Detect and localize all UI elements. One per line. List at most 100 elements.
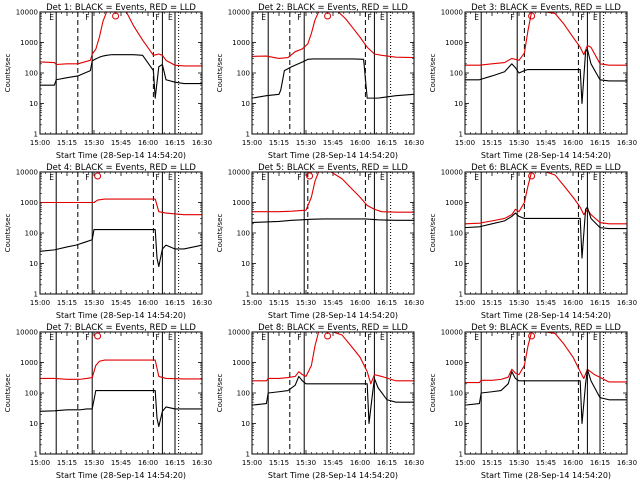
- x-tick-label: 15:45: [323, 459, 343, 467]
- x-tick-label: 16:00: [138, 299, 158, 307]
- flag-label: E: [474, 173, 479, 182]
- y-tick-label: 10000: [228, 9, 250, 17]
- flag-label: E: [168, 173, 173, 182]
- x-tick-label: 16:00: [350, 139, 370, 147]
- x-tick-label: 15:15: [57, 459, 77, 467]
- panel-title: Det 1: BLACK = Events, RED = LLD: [46, 3, 196, 13]
- flag-label: E: [474, 333, 479, 342]
- detector-panel-5: Det 5: BLACK = Events, RED = LLD Counts/s…: [216, 163, 424, 320]
- y-tick-label: 1000: [232, 39, 250, 47]
- x-tick-label: 16:15: [590, 459, 610, 467]
- lld-series-line: [252, 12, 414, 59]
- y-tick-label: 1000: [232, 199, 250, 207]
- x-tick-label: 15:30: [84, 139, 104, 147]
- x-tick-label: 15:00: [242, 459, 262, 467]
- sun-marker-circle: [112, 12, 120, 20]
- y-axis-label: Counts/sec: [4, 54, 12, 93]
- lld-series-line: [252, 172, 414, 213]
- panel-title: Det 6: BLACK = Events, RED = LLD: [471, 163, 621, 173]
- x-tick-label: 15:45: [323, 299, 343, 307]
- y-tick-label: 100: [237, 390, 250, 398]
- flag-label: E: [380, 173, 385, 182]
- lld-series-line: [40, 359, 202, 380]
- flag-label: E: [380, 13, 385, 22]
- y-tick-label: 100: [25, 390, 38, 398]
- x-tick-label: 15:45: [536, 299, 556, 307]
- flag-label: F: [367, 13, 371, 22]
- flag-label: F: [297, 333, 301, 342]
- sun-marker-circle: [94, 172, 102, 180]
- y-tick-label: 100: [25, 70, 38, 78]
- x-tick-label: 15:00: [30, 459, 50, 467]
- x-tick-label: 16:00: [563, 139, 583, 147]
- flag-label: F: [367, 173, 371, 182]
- x-tick-label: 15:00: [455, 139, 475, 147]
- x-axis-label: Start Time (28-Sep-14 14:54:20): [56, 471, 186, 480]
- x-tick-label: 16:30: [404, 459, 424, 467]
- flag-label: E: [261, 173, 266, 182]
- y-tick-label: 10000: [228, 329, 250, 337]
- x-tick-label: 15:30: [296, 139, 316, 147]
- x-tick-label: 16:15: [590, 299, 610, 307]
- events-series-line: [252, 375, 414, 425]
- y-tick-label: 100: [237, 70, 250, 78]
- x-tick-label: 15:00: [455, 459, 475, 467]
- y-tick-label: 1000: [445, 359, 463, 367]
- y-tick-label: 10000: [228, 169, 250, 177]
- x-tick-label: 15:45: [536, 139, 556, 147]
- lld-series-line: [40, 198, 202, 216]
- flag-label: F: [510, 173, 514, 182]
- x-tick-label: 16:30: [404, 299, 424, 307]
- sun-marker-circle: [324, 12, 332, 20]
- x-tick-label: 15:30: [509, 459, 529, 467]
- x-tick-label: 16:15: [165, 139, 185, 147]
- events-series-line: [252, 58, 414, 99]
- lld-series-line: [40, 12, 202, 67]
- x-axis-label: Start Time (28-Sep-14 14:54:20): [268, 311, 398, 320]
- x-tick-label: 15:15: [269, 459, 289, 467]
- x-tick-label: 16:30: [192, 139, 212, 147]
- x-tick-label: 15:30: [509, 139, 529, 147]
- events-series-line: [40, 228, 202, 268]
- lld-series-line: [465, 12, 627, 66]
- panel-frame: [39, 171, 203, 295]
- x-tick-label: 16:15: [377, 459, 397, 467]
- y-tick-label: 100: [450, 70, 463, 78]
- x-tick-label: 15:00: [242, 299, 262, 307]
- y-tick-label: 1: [34, 131, 38, 139]
- sun-marker-circle: [324, 332, 332, 340]
- x-axis-label: Start Time (28-Sep-14 14:54:20): [481, 311, 611, 320]
- flag-label: E: [49, 13, 54, 22]
- detector-panel-3: Det 3: BLACK = Events, RED = LLD Counts/s…: [429, 3, 637, 160]
- x-tick-label: 16:30: [617, 459, 637, 467]
- x-tick-label: 15:15: [269, 139, 289, 147]
- flag-label: E: [593, 173, 598, 182]
- x-tick-label: 15:30: [509, 299, 529, 307]
- panel-title: Det 9: BLACK = Events, RED = LLD: [471, 323, 621, 333]
- x-tick-label: 16:00: [563, 299, 583, 307]
- panel-frame: [39, 11, 203, 135]
- y-tick-label: 1: [459, 291, 463, 299]
- y-tick-label: 10000: [16, 169, 38, 177]
- panel-frame: [251, 11, 415, 135]
- lld-series-line: [465, 332, 627, 384]
- x-tick-label: 16:00: [350, 459, 370, 467]
- x-tick-label: 16:15: [165, 459, 185, 467]
- y-tick-label: 1000: [20, 359, 38, 367]
- panel-title: Det 5: BLACK = Events, RED = LLD: [258, 163, 408, 173]
- lld-series-line: [252, 332, 414, 385]
- detector-panel-1: Det 1: BLACK = Events, RED = LLD Counts/s…: [4, 3, 212, 160]
- flag-label: F: [155, 173, 159, 182]
- x-tick-label: 16:15: [590, 139, 610, 147]
- x-tick-label: 15:00: [242, 139, 262, 147]
- y-tick-label: 1: [246, 451, 250, 459]
- panel-frame: [251, 331, 415, 455]
- x-tick-label: 16:30: [192, 299, 212, 307]
- events-series-line: [465, 48, 627, 105]
- y-tick-label: 10000: [441, 329, 463, 337]
- y-tick-label: 10: [454, 100, 463, 108]
- x-axis-label: Start Time (28-Sep-14 14:54:20): [56, 151, 186, 160]
- panel-frame: [39, 331, 203, 455]
- y-tick-label: 1: [459, 131, 463, 139]
